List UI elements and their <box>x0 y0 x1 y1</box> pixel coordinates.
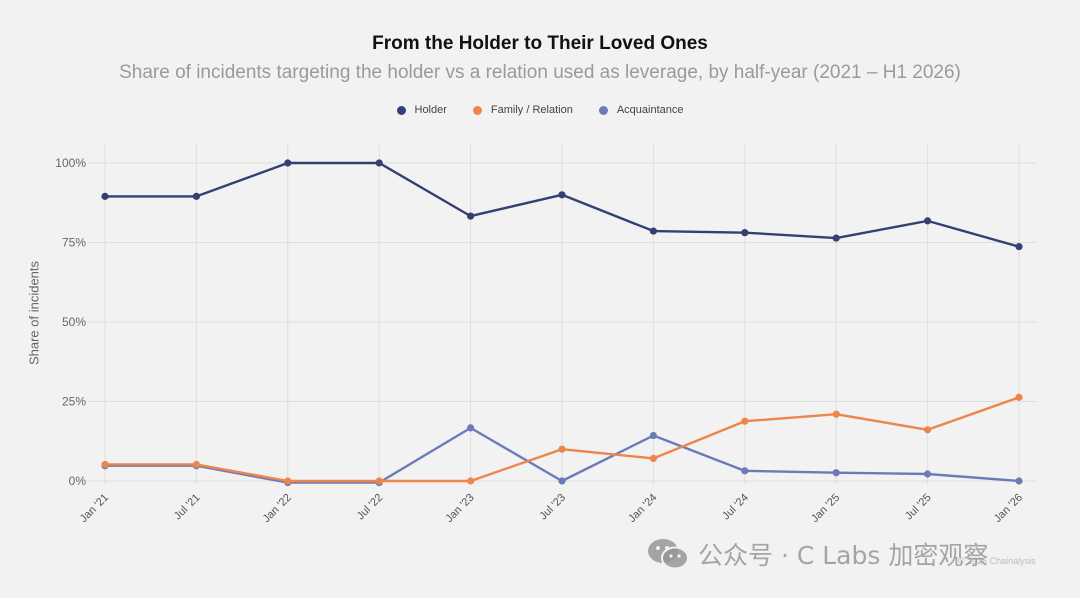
data-point-family-relation <box>284 477 292 485</box>
data-point-holder <box>741 229 749 237</box>
x-tick-label: Jul '21 <box>172 492 203 523</box>
legend-marker-holder <box>396 105 406 115</box>
data-point-family-relation <box>1015 393 1023 401</box>
x-tick-label: Jan '26 <box>992 492 1025 525</box>
data-point-holder <box>924 217 932 225</box>
legend-label-holder: Holder <box>414 104 447 116</box>
y-tick-label: 0% <box>69 474 87 488</box>
data-point-acquaintance <box>832 469 840 477</box>
data-point-holder <box>467 212 475 220</box>
data-point-acquaintance <box>1015 477 1023 485</box>
x-tick-label: Jul '23 <box>537 492 568 523</box>
x-tick-label: Jan '22 <box>261 492 294 525</box>
data-point-acquaintance <box>558 477 566 485</box>
data-point-acquaintance <box>924 470 932 478</box>
legend-label-acquaintance: Acquaintance <box>616 104 684 116</box>
data-point-family-relation <box>741 417 749 425</box>
wechat-icon <box>648 539 689 570</box>
y-tick-label: 100% <box>55 156 86 170</box>
data-point-family-relation <box>924 426 932 434</box>
legend-marker-acquaintance <box>598 105 608 115</box>
legend: Holder Family / Relation Acquaintance <box>0 104 1080 116</box>
watermark-text: 公众号 · C Labs 加密观察 <box>698 541 989 570</box>
chart-subtitle: Share of incidents targeting the holder … <box>119 62 961 83</box>
legend-item-family: Family / Relation <box>472 104 573 116</box>
data-point-family-relation <box>375 477 383 485</box>
x-tick-label: Jul '22 <box>355 492 386 523</box>
x-tick-label: Jul '24 <box>720 492 751 523</box>
watermark: 公众号 · C Labs 加密观察 <box>646 536 988 572</box>
y-tick-label: 75% <box>62 236 86 250</box>
data-point-acquaintance <box>741 467 749 475</box>
data-point-acquaintance <box>649 431 658 440</box>
y-tick-label: 50% <box>62 315 86 329</box>
chart-title: From the Holder to Their Loved Ones <box>372 33 708 54</box>
data-point-family-relation <box>832 410 840 418</box>
data-point-holder <box>192 192 200 200</box>
footnote: © 2026 Chainalysis <box>958 556 1036 566</box>
legend-item-acquaintance: Acquaintance <box>598 104 684 116</box>
legend-marker-family <box>472 105 482 115</box>
x-tick-label: Jan '21 <box>78 492 111 525</box>
data-point-acquaintance <box>467 424 475 432</box>
data-point-family-relation <box>558 445 566 453</box>
data-point-holder <box>375 159 383 167</box>
x-tick-label: Jan '24 <box>626 492 659 525</box>
y-tick-label: 25% <box>62 395 86 409</box>
x-tick-label: Jan '25 <box>809 492 842 525</box>
data-point-holder <box>649 227 658 235</box>
data-point-holder <box>832 234 840 242</box>
data-point-family-relation <box>467 477 475 485</box>
legend-label-family: Family / Relation <box>490 104 573 116</box>
x-tick-label: Jan '23 <box>443 492 476 525</box>
data-point-family-relation <box>649 454 658 463</box>
x-tick-label: Jul '25 <box>903 492 934 523</box>
data-point-holder <box>284 159 292 167</box>
data-point-holder <box>1015 243 1023 251</box>
data-point-holder <box>101 192 109 200</box>
data-point-holder <box>558 191 566 199</box>
data-point-family-relation <box>192 460 200 469</box>
data-point-family-relation <box>101 460 109 469</box>
legend-item-holder: Holder <box>396 104 447 116</box>
